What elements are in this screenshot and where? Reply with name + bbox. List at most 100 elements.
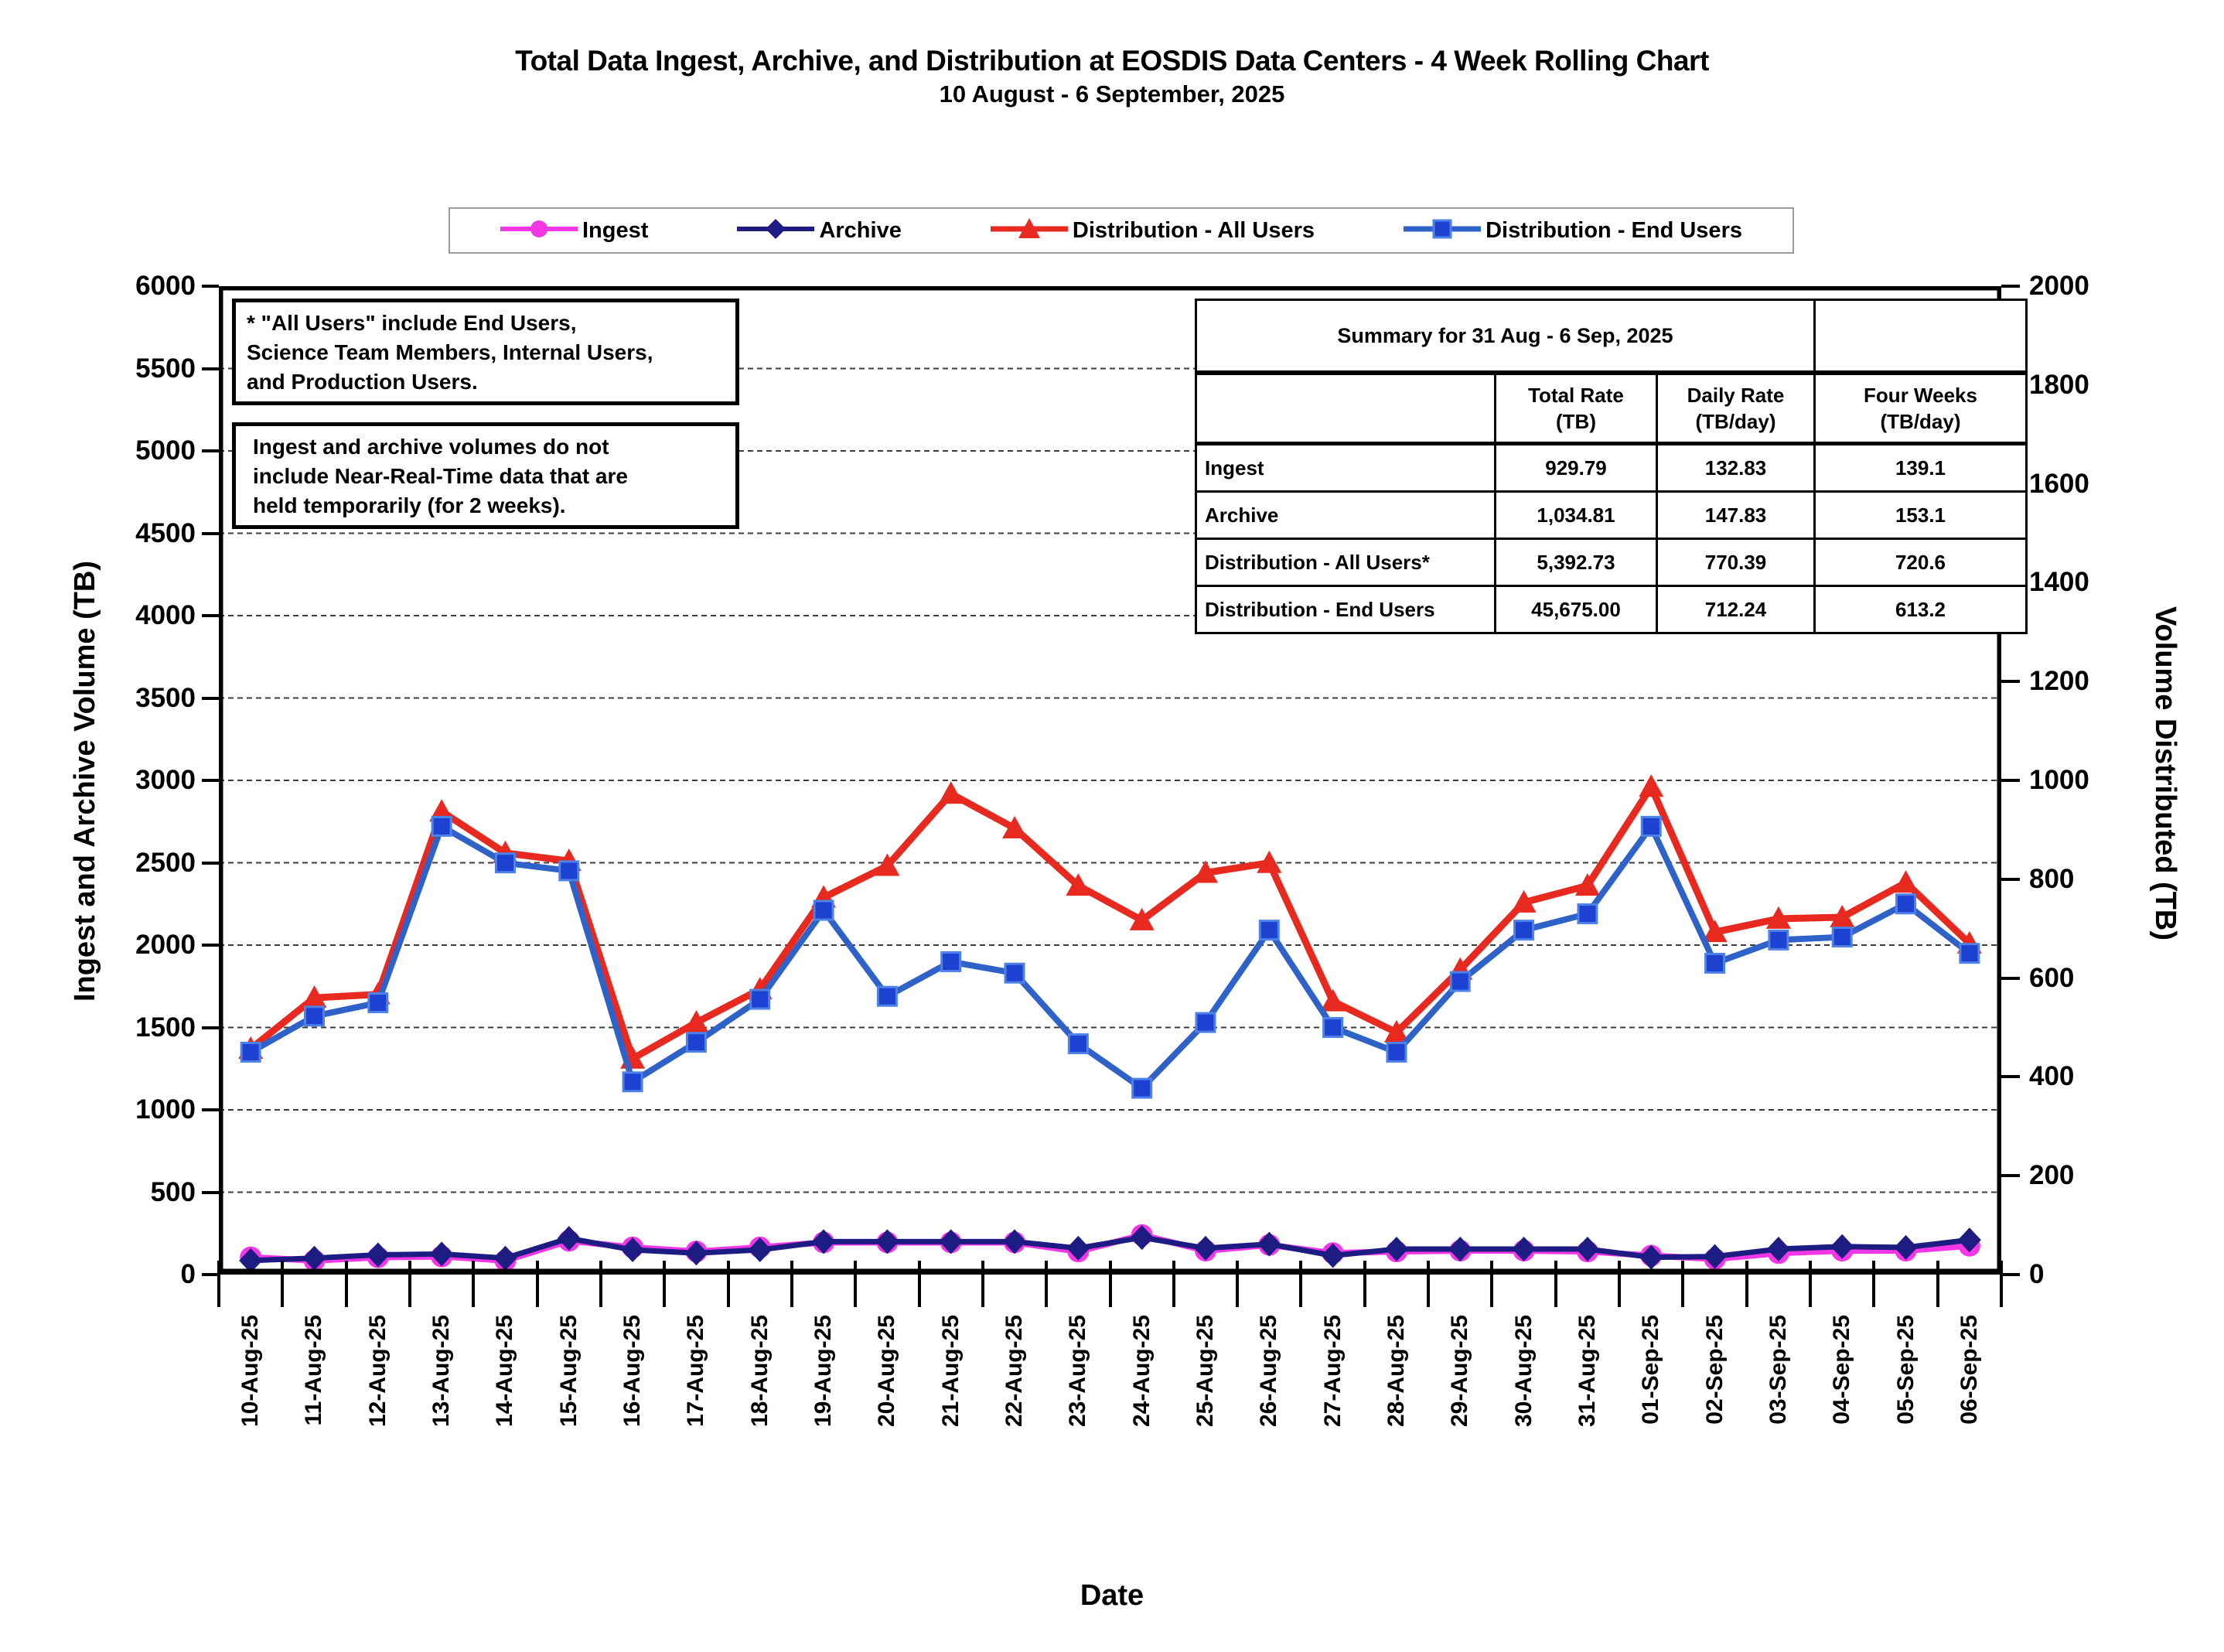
right-axis-title: Volume Distributed (TB) [2149, 606, 2181, 941]
data-point-distribution-all-users [1066, 873, 1091, 896]
x-axis-category-label: 23-Aug-25 [1065, 1315, 1091, 1428]
data-point-archive [1894, 1234, 1918, 1260]
x-axis-tick [1681, 1261, 1685, 1307]
x-axis-category-label: 17-Aug-25 [683, 1315, 709, 1428]
left-axis-tick-label: 5000 [135, 435, 196, 466]
summary-header-four-weeks: Four Weeks (TB/day) [1813, 371, 2028, 445]
x-axis-category-label: 25-Aug-25 [1192, 1315, 1218, 1428]
x-axis-category-label: 26-Aug-25 [1256, 1315, 1282, 1428]
data-point-archive [684, 1241, 708, 1266]
data-point-distribution-end-users [494, 852, 516, 874]
left-axis-tick [202, 696, 219, 700]
x-axis-tick [1554, 1261, 1557, 1307]
right-axis-tick-label: 1200 [2029, 666, 2089, 697]
x-axis-category-label: 28-Aug-25 [1383, 1315, 1409, 1428]
summary-dist-all-four-weeks: 720.6 [1813, 538, 2028, 587]
legend-item-archive: Archive [737, 217, 902, 244]
x-axis-tick [1363, 1261, 1366, 1307]
data-point-distribution-end-users [1449, 971, 1471, 992]
archive-marker-icon [737, 217, 815, 244]
data-point-distribution-all-users [1129, 907, 1155, 930]
data-point-distribution-all-users [684, 1010, 709, 1033]
data-point-distribution-end-users [1513, 920, 1535, 941]
summary-archive-total: 1,034.81 [1494, 490, 1658, 540]
x-axis-tick [344, 1261, 348, 1307]
left-axis-tick-label: 5500 [135, 353, 196, 384]
x-axis-tick [1427, 1261, 1431, 1307]
data-point-distribution-all-users [1320, 988, 1346, 1012]
x-axis-category-label: 29-Aug-25 [1447, 1315, 1473, 1428]
data-point-distribution-end-users [1704, 952, 1726, 974]
summary-dist-end-four-weeks: 613.2 [1813, 585, 2028, 634]
x-axis-tick [281, 1261, 285, 1307]
data-point-distribution-end-users [1322, 1017, 1344, 1038]
x-axis-category-label: 21-Aug-25 [937, 1315, 964, 1428]
summary-ingest-total: 929.79 [1494, 442, 1658, 493]
x-axis-category-label: 05-Sep-25 [1892, 1315, 1919, 1425]
x-axis-tick [854, 1261, 858, 1307]
x-axis-category-label: 01-Sep-25 [1638, 1315, 1664, 1425]
data-point-distribution-end-users [1640, 815, 1662, 837]
x-axis-tick [1618, 1261, 1622, 1307]
left-axis-tick-label: 6000 [135, 271, 196, 301]
legend-item-dist-all-users: Distribution - All Users [990, 217, 1315, 244]
x-axis-tick [1936, 1261, 1939, 1307]
right-axis-tick-label: 0 [2029, 1259, 2045, 1289]
x-axis-category-label: 04-Sep-25 [1829, 1315, 1855, 1425]
summary-title-blank-cell [1813, 299, 2028, 375]
data-point-distribution-all-users [875, 853, 900, 876]
x-axis-category-label: 27-Aug-25 [1319, 1315, 1346, 1428]
x-axis-tick [1299, 1261, 1303, 1307]
nrt-note: Ingest and archive volumes do not includ… [232, 422, 739, 529]
data-point-distribution-all-users [1702, 920, 1728, 943]
data-point-distribution-end-users [1959, 943, 1980, 964]
x-axis-category-label: 31-Aug-25 [1574, 1315, 1600, 1428]
x-axis-tick [217, 1261, 220, 1307]
summary-dist-all-total: 5,392.73 [1494, 538, 1658, 587]
x-axis-tick [1872, 1261, 1876, 1307]
data-point-distribution-end-users [367, 992, 389, 1014]
x-axis-tick [663, 1261, 667, 1307]
left-axis-tick-label: 3000 [135, 765, 196, 795]
data-point-distribution-all-users [938, 781, 964, 804]
data-point-distribution-end-users [749, 988, 771, 1010]
left-axis-tick [202, 779, 219, 782]
distribution-end-users-marker-icon [1404, 217, 1482, 244]
x-axis-tick [1172, 1261, 1175, 1307]
left-axis-title: Ingest and Archive Volume (TB) [69, 560, 101, 1002]
x-axis-category-label: 15-Aug-25 [555, 1315, 582, 1428]
left-axis-tick [202, 531, 219, 535]
series-line-distribution-end-users [249, 823, 1972, 1092]
left-axis-tick-label: 1000 [135, 1094, 196, 1125]
x-axis-category-label: 11-Aug-25 [301, 1315, 327, 1426]
x-axis-category-label: 14-Aug-25 [492, 1315, 518, 1428]
right-axis-tick [2001, 1273, 2020, 1276]
legend-label-archive: Archive [819, 217, 902, 243]
summary-ingest-daily: 132.83 [1656, 442, 1816, 493]
legend: Ingest Archive Distribution - All Users … [449, 207, 1794, 254]
summary-archive-four-weeks: 153.1 [1813, 490, 2028, 540]
right-axis-tick-label: 1600 [2029, 468, 2089, 499]
data-point-distribution-end-users [1768, 929, 1789, 951]
right-axis-tick-label: 1000 [2029, 765, 2089, 795]
right-axis-tick-label: 200 [2029, 1160, 2075, 1191]
data-point-archive [621, 1237, 645, 1263]
data-point-archive [1321, 1243, 1345, 1268]
data-point-archive [1448, 1236, 1472, 1261]
x-axis-category-label: 19-Aug-25 [810, 1315, 837, 1428]
x-axis-title: Date [1080, 1579, 1144, 1612]
data-point-distribution-end-users [622, 1071, 643, 1093]
data-point-distribution-end-users [1895, 893, 1917, 915]
x-axis-category-label: 10-Aug-25 [237, 1315, 264, 1428]
data-point-distribution-end-users [431, 815, 452, 837]
summary-dist-end-label: Distribution - End Users [1195, 585, 1496, 634]
x-axis-category-label: 13-Aug-25 [428, 1315, 455, 1428]
x-axis-category-label: 03-Sep-25 [1765, 1315, 1791, 1425]
right-axis-tick [2001, 1174, 2020, 1178]
data-point-archive [1957, 1227, 1981, 1253]
summary-header-daily-rate: Daily Rate (TB/day) [1656, 371, 1816, 445]
data-point-distribution-all-users [1192, 860, 1218, 883]
right-axis-tick [2001, 1075, 2020, 1079]
legend-item-dist-end-users: Distribution - End Users [1404, 217, 1742, 244]
